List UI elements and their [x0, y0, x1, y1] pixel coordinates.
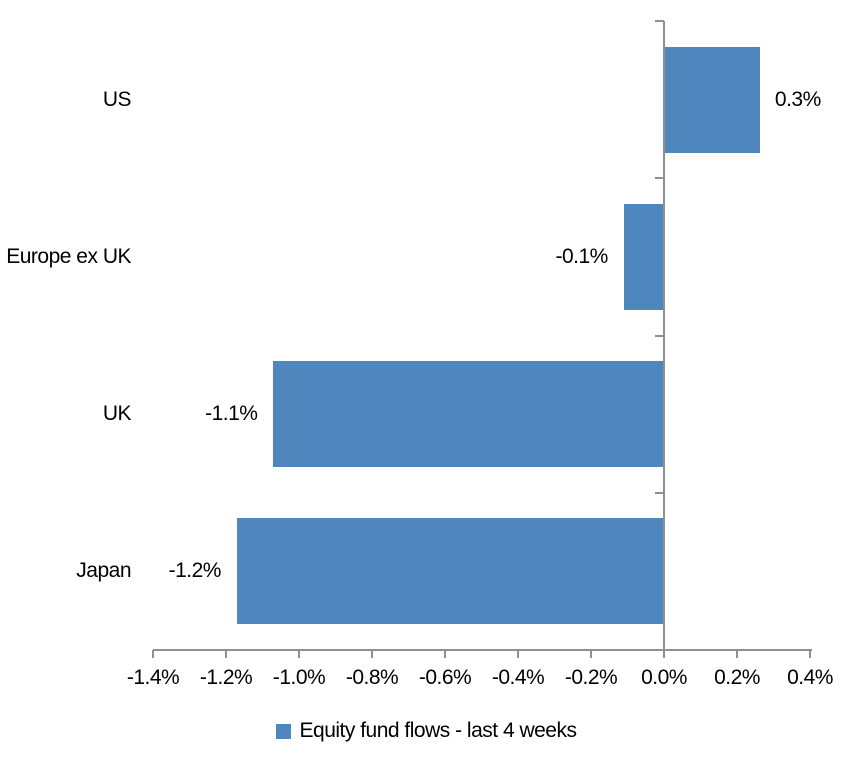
- data-label-europe-ex-uk: -0.1%: [555, 244, 608, 268]
- category-axis-line: [663, 21, 665, 658]
- value-axis-tick-label: -0.4%: [491, 666, 545, 689]
- value-axis-tick: [809, 650, 811, 658]
- value-axis-tick: [225, 650, 227, 658]
- value-axis-tick-label: -1.0%: [272, 666, 326, 689]
- value-axis-tick: [517, 650, 519, 658]
- bar-uk: [273, 361, 664, 468]
- value-axis-tick: [590, 650, 592, 658]
- category-axis-tick: [655, 491, 664, 494]
- category-axis-tick: [655, 334, 664, 337]
- category-axis-tick: [655, 20, 664, 22]
- bar-europe-ex-uk: [623, 203, 664, 310]
- value-axis-tick-label: 0.0%: [641, 666, 687, 689]
- value-axis-tick-label: -0.8%: [345, 666, 399, 689]
- value-axis-tick: [736, 650, 738, 658]
- data-label-japan: -1.2%: [168, 559, 222, 583]
- data-label-uk: -1.1%: [205, 402, 258, 426]
- value-axis-tick: [298, 650, 300, 658]
- value-axis-tick-label: -0.2%: [564, 666, 618, 689]
- value-axis-tick: [663, 650, 665, 658]
- value-axis-tick-label: -1.4%: [126, 666, 180, 689]
- value-axis-tick-label: -1.2%: [199, 666, 253, 689]
- value-axis-line: [153, 649, 812, 651]
- value-axis-tick: [444, 650, 446, 658]
- category-label-europe-ex-uk: Europe ex UK: [6, 244, 131, 268]
- legend-label: Equity fund flows - last 4 weeks: [299, 719, 577, 742]
- bar-japan: [236, 518, 664, 625]
- category-label-uk: UK: [102, 402, 132, 426]
- value-axis-tick-label: -0.6%: [418, 666, 472, 689]
- category-label-japan: Japan: [76, 559, 131, 583]
- value-axis-tick: [152, 650, 154, 658]
- legend: Equity fund flows - last 4 weeks: [0, 719, 852, 743]
- category-axis-tick: [655, 177, 664, 180]
- legend-swatch-icon: [275, 723, 291, 739]
- value-axis-tick-label: 0.2%: [714, 666, 760, 689]
- category-label-us: US: [102, 87, 132, 111]
- data-label-us: 0.3%: [774, 87, 821, 111]
- value-axis-tick-label: 0.4%: [787, 666, 833, 689]
- value-axis-tick: [371, 650, 373, 658]
- bar-us: [665, 46, 760, 153]
